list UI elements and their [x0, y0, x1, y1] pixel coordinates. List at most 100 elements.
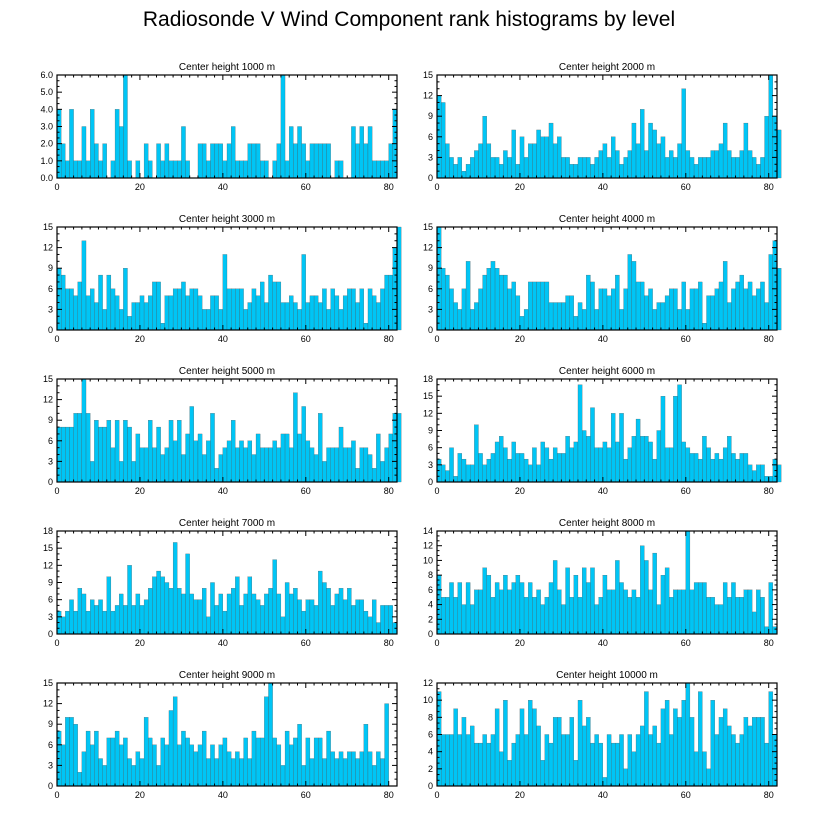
histogram-bar: [380, 758, 385, 787]
histogram-bar: [222, 737, 228, 787]
histogram-bar: [69, 426, 74, 483]
histogram-bar: [735, 157, 740, 179]
histogram-bar: [160, 323, 165, 331]
histogram-bar: [330, 605, 335, 635]
histogram-bar: [751, 611, 757, 635]
histogram-bar: [164, 582, 170, 635]
histogram-bar: [384, 160, 389, 179]
histogram-bar: [627, 150, 633, 179]
histogram-bar: [181, 730, 186, 787]
panel-title: Center height 9000 m: [179, 670, 275, 681]
y-tick-label: 15: [43, 374, 53, 384]
histogram-bar: [297, 126, 302, 179]
histogram-bar: [201, 588, 207, 635]
histogram-bar: [548, 122, 554, 179]
histogram-bar: [706, 447, 711, 483]
histogram-bar: [727, 302, 732, 331]
plot-frame: [436, 74, 778, 179]
histogram-bar: [131, 765, 136, 787]
histogram-bar: [515, 575, 521, 635]
histogram-bar: [635, 143, 641, 179]
histogram-bar: [326, 588, 331, 635]
histogram-bar: [640, 545, 645, 635]
histogram-bar: [573, 575, 579, 635]
histogram-bar: [552, 143, 558, 179]
histogram-bar: [123, 268, 128, 331]
histogram-bar: [69, 717, 74, 787]
histogram-bar: [172, 696, 178, 787]
histogram-bar: [519, 708, 525, 787]
histogram-bar: [143, 717, 149, 787]
histogram-bar: [673, 396, 678, 483]
histogram-bar: [313, 605, 319, 635]
histogram-bar: [156, 426, 161, 483]
histogram-bar: [677, 143, 682, 179]
histogram-bar: [102, 765, 107, 787]
histogram-bar: [698, 157, 703, 179]
histogram-bar: [94, 605, 99, 635]
histogram-bar: [449, 157, 454, 179]
histogram-bar: [371, 295, 377, 331]
histogram-bar: [756, 589, 761, 635]
histogram-bar: [77, 281, 83, 331]
histogram-bar: [177, 420, 182, 483]
histogram-bar: [490, 261, 496, 331]
histogram-bar: [644, 560, 649, 635]
x-tick-label: 40: [598, 486, 608, 496]
x-tick-label: 80: [764, 334, 774, 344]
histogram-bar: [98, 160, 103, 179]
histogram-bar: [201, 730, 207, 787]
histogram-bar: [569, 717, 574, 787]
histogram-bar: [470, 464, 475, 483]
histogram-bar: [652, 458, 657, 483]
histogram-bar: [251, 593, 257, 635]
y-tick-label: 4: [428, 600, 433, 610]
histogram-bar: [94, 730, 99, 787]
x-tick-label: 20: [515, 486, 525, 496]
histogram-bar: [751, 470, 757, 483]
histogram-bar: [371, 765, 377, 787]
histogram-bar: [441, 464, 446, 483]
histogram-bar: [164, 143, 170, 179]
histogram-bar: [747, 464, 753, 483]
histogram-bar: [756, 717, 761, 787]
histogram-bar: [594, 157, 599, 179]
histogram-bar: [322, 582, 327, 635]
histogram-bar: [499, 274, 504, 331]
histogram-bar: [94, 302, 99, 331]
histogram-bar: [685, 309, 691, 331]
histogram-bar: [722, 122, 728, 179]
histogram-bar: [210, 143, 215, 179]
histogram-bar: [598, 447, 603, 483]
histogram-bar: [465, 464, 471, 483]
histogram-bar: [181, 126, 186, 179]
histogram-bar: [160, 454, 165, 483]
histogram-bar: [590, 164, 595, 179]
histogram-bar: [235, 576, 240, 635]
histogram-bar: [318, 737, 323, 787]
histogram-bar: [747, 589, 753, 635]
histogram-bar: [644, 691, 649, 787]
x-tick-label: 40: [598, 182, 608, 192]
histogram-bar: [218, 309, 223, 331]
histogram-bar: [623, 458, 628, 483]
histogram-bar: [363, 447, 369, 483]
histogram-bar: [81, 378, 87, 483]
histogram-bar: [702, 582, 707, 635]
histogram-bar: [218, 744, 223, 787]
y-tick-label: 6: [48, 595, 53, 605]
histogram-bar: [226, 440, 232, 483]
histogram-bar: [189, 406, 194, 483]
histogram-bar: [490, 453, 496, 483]
histogram-bar: [619, 582, 624, 635]
histogram-bar: [689, 288, 695, 331]
histogram-bar: [581, 309, 587, 331]
y-tick-label: 4: [428, 747, 433, 757]
histogram-bar: [367, 126, 373, 179]
y-tick-label: 12: [43, 560, 53, 570]
histogram-bar: [363, 724, 369, 787]
histogram-bar: [98, 426, 103, 483]
histogram-bar: [557, 136, 562, 179]
histogram-bar: [722, 582, 728, 635]
histogram-bar: [376, 160, 381, 179]
